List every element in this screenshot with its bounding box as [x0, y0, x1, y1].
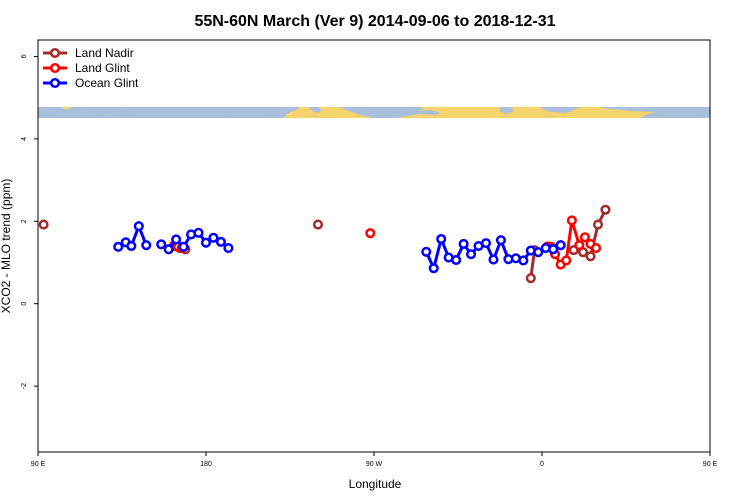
series-land-glint — [169, 215, 602, 270]
data-point — [428, 263, 439, 274]
data-point — [436, 233, 447, 245]
data-point — [466, 249, 477, 260]
y-tick-label: 6 — [21, 54, 28, 58]
chart-title: 55N-60N March (Ver 9) 2014-09-06 to 2018… — [194, 13, 555, 30]
y-tick-label: -2 — [21, 383, 28, 389]
data-point — [171, 234, 182, 245]
data-point — [600, 204, 611, 215]
x-tick-label: 180 — [200, 461, 212, 468]
data-point — [113, 241, 124, 252]
y-tick-label: 4 — [21, 137, 28, 141]
legend: Land Nadir Land Glint Ocean Glint — [43, 46, 139, 90]
x-tick-label: 90 W — [366, 461, 383, 468]
ocean-shape — [308, 107, 322, 113]
data-point — [200, 237, 212, 248]
data-point — [365, 228, 376, 239]
x-tick-label: 0 — [540, 461, 544, 468]
ocean-shape — [106, 107, 300, 118]
data-point — [518, 255, 529, 266]
legend-item-ocean-glint: Ocean Glint — [43, 76, 139, 90]
data-point — [163, 244, 174, 255]
x-tick-label: 90 E — [703, 461, 718, 468]
data-point — [566, 215, 577, 226]
data-point — [533, 247, 544, 258]
svg-text:Land Nadir: Land Nadir — [75, 46, 134, 60]
data-point — [133, 221, 144, 232]
data-point — [156, 239, 167, 250]
series-ocean-glint — [113, 221, 750, 274]
data-series — [38, 204, 750, 284]
data-point — [579, 232, 590, 243]
data-point — [223, 243, 234, 254]
data-point — [591, 243, 602, 254]
y-tick-label: 0 — [21, 302, 28, 306]
ocean-shape — [540, 107, 580, 113]
ocean-shape — [226, 110, 244, 116]
axis-ticks: 90 E 180 90 W 0 90 E -2 0 2 4 6 — [21, 54, 718, 468]
data-point — [215, 236, 226, 247]
data-point — [480, 238, 492, 249]
plot-frame — [37, 39, 711, 453]
data-point — [574, 240, 585, 251]
data-point — [126, 240, 137, 252]
world-map-strip — [38, 107, 710, 118]
legend-item-land-glint: Land Glint — [43, 61, 130, 75]
data-point — [458, 238, 469, 249]
data-point — [451, 254, 462, 266]
data-point — [525, 273, 536, 284]
y-axis-label: XCO2 - MLO trend (ppm) — [0, 179, 13, 314]
data-point — [592, 219, 604, 230]
data-point — [488, 254, 499, 265]
x-axis-label: Longitude — [349, 477, 402, 491]
legend-item-land-nadir: Land Nadir — [43, 46, 134, 60]
data-point — [548, 244, 559, 255]
svg-text:Land Glint: Land Glint — [75, 61, 130, 75]
ocean-shape — [500, 107, 514, 114]
data-point — [208, 232, 219, 243]
ocean-shape — [340, 107, 440, 118]
data-point — [744, 242, 750, 250]
data-point — [561, 255, 572, 266]
data-point — [585, 251, 596, 262]
y-tick-label: 2 — [21, 219, 28, 223]
ocean-shape — [600, 107, 710, 118]
data-point — [178, 241, 189, 252]
data-point — [555, 240, 566, 251]
x-tick-label: 90 E — [31, 461, 46, 468]
ocean-shape — [38, 107, 122, 118]
data-point — [421, 246, 432, 257]
data-point — [38, 219, 49, 230]
svg-text:Ocean Glint: Ocean Glint — [75, 76, 139, 90]
data-point — [495, 235, 506, 246]
ocean-shape — [150, 108, 166, 114]
data-point — [193, 227, 204, 238]
data-point — [312, 219, 324, 230]
data-point — [141, 240, 152, 251]
